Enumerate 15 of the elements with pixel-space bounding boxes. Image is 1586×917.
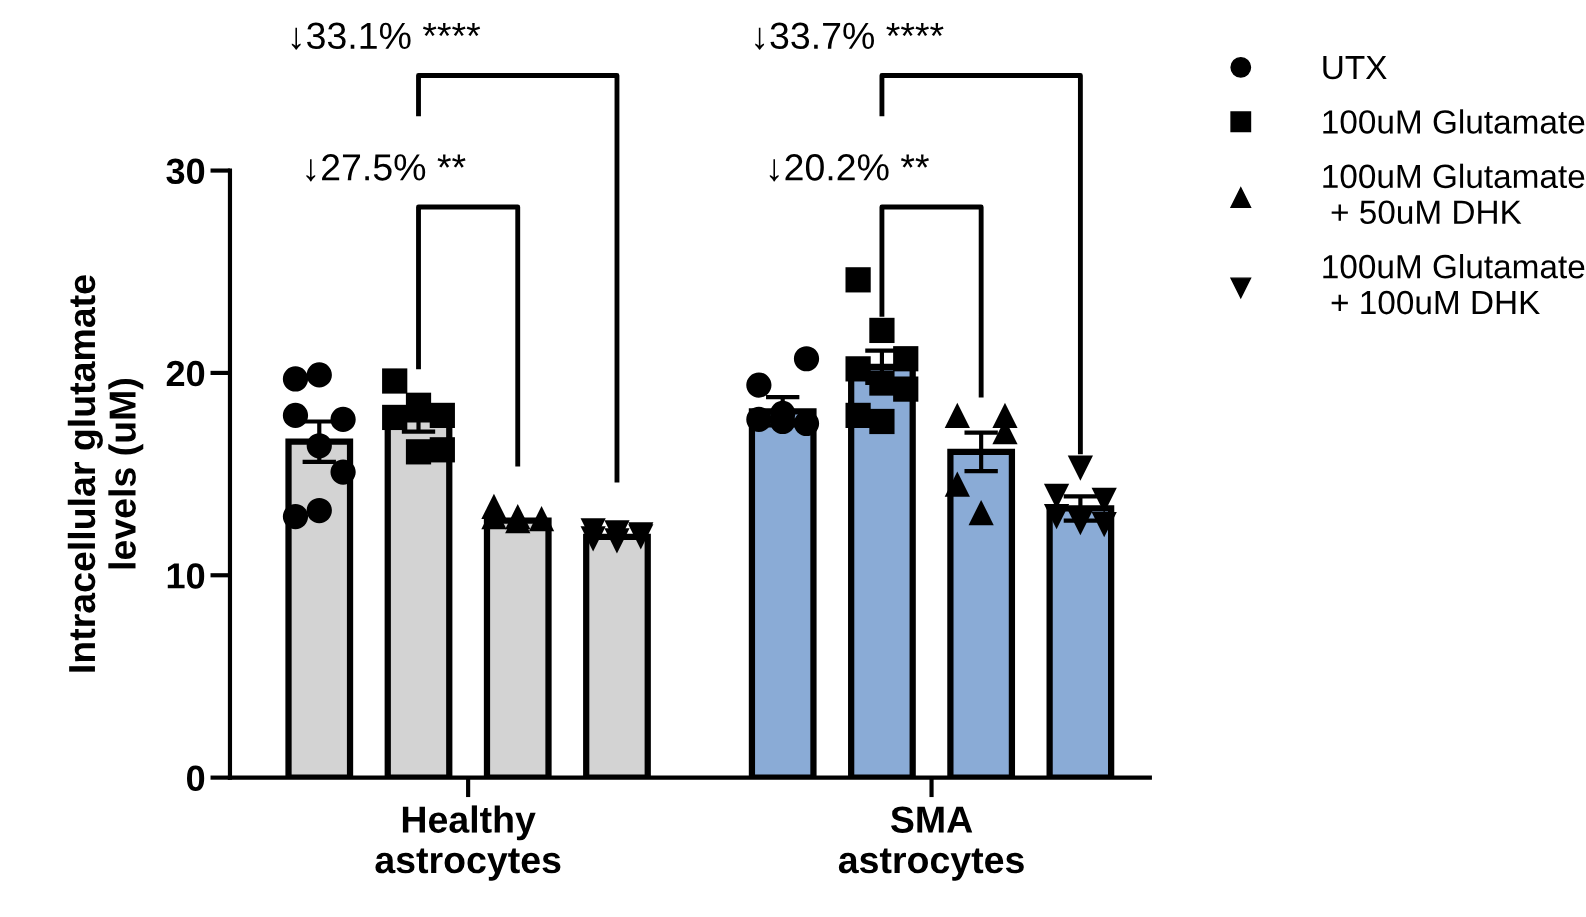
legend-label: 100uM Glutamate (1323, 109, 1585, 134)
text: ↓33.1% **** (291, 22, 481, 50)
y-tick-label: 10 (167, 563, 205, 589)
legend-label: 100uM Glutamate + 50uM DHK (1323, 163, 1585, 225)
x-tick-label: Healthy astrocytes (375, 805, 561, 881)
y-axis-title: Intracellular glutamate levels (uM) (67, 275, 144, 672)
legend-label: UTX (1323, 56, 1387, 80)
y-tick-label: 30 (166, 158, 205, 185)
annotation: ↓20.2% ** (769, 154, 929, 182)
legend-label: 100uM Glutamate + 100uM DHK (1323, 253, 1585, 315)
y-tick-label: 0 (187, 765, 205, 792)
x-tick-label: SMA astrocytes (838, 806, 1024, 881)
y-tick-label: 20 (166, 360, 205, 387)
text: ↓33.7% **** (755, 22, 944, 50)
annotation: ↓27.5% ** (306, 154, 466, 182)
